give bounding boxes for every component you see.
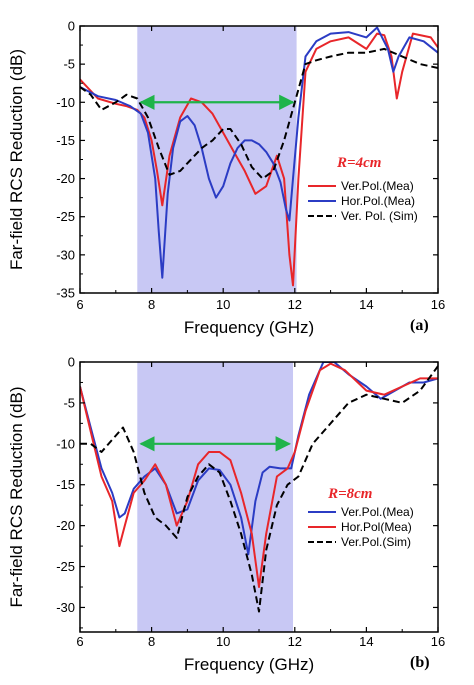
- series-line-3: [80, 365, 438, 613]
- x-tick-label: 16: [431, 297, 445, 312]
- radius-annotation: R=4cm: [336, 155, 381, 171]
- y-axis-title: Far-field RCS Reduction (dB): [7, 49, 26, 270]
- x-tick-label: 6: [76, 297, 83, 312]
- series-line-1: [80, 362, 438, 556]
- x-tick-label: 10: [216, 634, 230, 649]
- x-tick-label: 12: [288, 297, 302, 312]
- x-tick-label: 8: [148, 297, 155, 312]
- legend-label: Ver.Pol.(Sim): [341, 535, 411, 549]
- y-tick-label: -10: [56, 95, 75, 110]
- chart-panel-2: 6 8 10 12 14 16 0 -5 -10 -15 -20 -25 -30 Frequency (G…: [7, 355, 445, 675]
- x-tick-label: 8: [148, 634, 155, 649]
- x-tick-label: 10: [216, 297, 230, 312]
- x-axis-title: Frequency (GHz): [184, 318, 314, 337]
- legend-label: Ver. Pol. (Sim): [341, 209, 418, 223]
- y-tick-label: -20: [56, 518, 75, 533]
- y-tick-label: -25: [56, 559, 75, 574]
- chart-panel-1: 6 8 10 12 14 16 0 -5 -10 -15 -20 -25 -30 -35 Frequency…: [7, 19, 445, 338]
- x-tick-label: 16: [431, 634, 445, 649]
- y-tick-label: -35: [56, 286, 75, 301]
- y-tick-label: -15: [56, 133, 75, 148]
- y-tick-label: -30: [56, 600, 75, 615]
- y-tick-label: -5: [63, 57, 75, 72]
- x-axis-title: Frequency (GHz): [184, 655, 314, 674]
- x-tick-label: 14: [359, 634, 373, 649]
- series-line-1: [80, 32, 438, 287]
- shaded-band: [137, 362, 294, 632]
- y-tick-label: -25: [56, 209, 75, 224]
- y-tick-label: -20: [56, 171, 75, 186]
- series-line-2: [80, 362, 438, 588]
- panel-label: (a): [410, 317, 429, 334]
- legend-label: Ver.Pol.(Mea): [341, 179, 414, 193]
- legend-label: Ver.Pol.(Mea): [341, 505, 414, 519]
- y-tick-label: -5: [63, 395, 75, 410]
- series-line-3: [80, 47, 438, 180]
- y-axis-title: Far-field RCS Reduction (dB): [7, 386, 26, 607]
- legend: Ver.Pol.(Mea)Hor.Pol(Mea)Ver.Pol.(Sim): [304, 502, 432, 553]
- legend-label: Hor.Pol(Mea): [341, 520, 412, 534]
- legend: Ver.Pol.(Mea)Hor.Pol.(Mea)Ver. Pol. (Sim…: [304, 176, 432, 227]
- panel-label: (b): [410, 654, 430, 671]
- x-tick-label: 14: [359, 297, 373, 312]
- y-tick-label: 0: [68, 19, 75, 34]
- legend-label: Hor.Pol.(Mea): [341, 194, 415, 208]
- series-line-2: [80, 26, 438, 279]
- y-tick-label: 0: [68, 355, 75, 370]
- x-tick-label: 6: [76, 634, 83, 649]
- radius-annotation: R=8cm: [327, 486, 372, 502]
- x-tick-label: 12: [288, 634, 302, 649]
- y-tick-label: -30: [56, 247, 75, 262]
- y-tick-label: -15: [56, 477, 75, 492]
- y-tick-label: -10: [56, 436, 75, 451]
